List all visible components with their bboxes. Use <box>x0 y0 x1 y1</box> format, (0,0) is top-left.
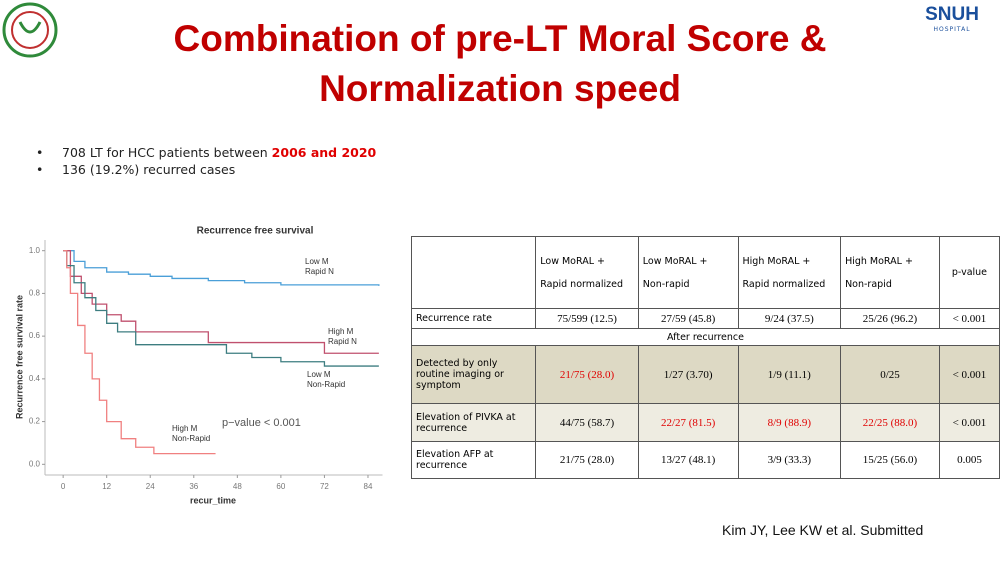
row-label: Recurrence rate <box>410 308 537 329</box>
value-cell: 3/9 (33.3) <box>737 441 842 479</box>
bullet: • 136 (19.2%) recurred cases <box>36 162 236 177</box>
chart: Recurrence free survival 0.0 0.2 0.4 0.6 0.8 1… <box>14 226 383 505</box>
survival-curve <box>63 250 216 455</box>
curve-label: Low M <box>307 370 331 379</box>
x-tick-label: 48 <box>233 482 242 491</box>
row-label: Elevation of PIVKA at recurrence <box>410 403 537 442</box>
value-cell: 1/9 (11.1) <box>737 345 842 404</box>
value-cell: 27/59 (45.8) <box>637 308 739 329</box>
section-cell: After recurrence <box>411 328 1000 346</box>
header-cell: p-value <box>938 236 1000 309</box>
value-cell: 22/25 (88.0) <box>840 403 940 442</box>
p-value-note: p−value < 0.001 <box>222 417 301 429</box>
header-cell: High MoRAL + Non-rapid <box>840 236 940 309</box>
value-cell: 21/75 (28.0) <box>535 441 639 479</box>
bullet-text: 136 (19.2%) recurred cases <box>62 162 236 177</box>
value-cell: 44/75 (58.7) <box>535 403 639 442</box>
curve-label: Non-Rapid <box>307 380 345 389</box>
header-text: High MoRAL + <box>742 255 811 267</box>
row-label: Detected by only routine imaging or symp… <box>410 345 537 404</box>
value-cell: 0.005 <box>938 441 1000 479</box>
value-cell: 21/75 (28.0) <box>535 345 639 404</box>
survival-curve <box>63 250 379 367</box>
table-row: After recurrence <box>411 328 1000 346</box>
chart-title: Recurrence free survival <box>197 226 314 237</box>
value-cell: 9/24 (37.5) <box>737 308 842 329</box>
header-text: High MoRAL + <box>845 255 913 267</box>
table-row: Elevation of PIVKA at recurrence 44/75 (5… <box>410 403 1000 442</box>
curve-label: High M <box>328 327 354 336</box>
curve-label: Rapid N <box>328 337 357 346</box>
logo-name: SNUH <box>925 4 979 25</box>
header-text: Non-rapid <box>642 278 690 290</box>
curve-label: Rapid N <box>305 267 334 276</box>
header-text: Rapid normalized <box>540 278 623 290</box>
title-line: Normalization speed <box>319 68 681 109</box>
header-text: Rapid normalized <box>742 278 826 290</box>
y-tick-label: 0.6 <box>29 331 41 340</box>
value-cell: 22/27 (81.5) <box>637 403 739 442</box>
header-cell: Low MoRAL + Rapid normalized <box>535 236 639 309</box>
header-row: Low MoRAL + Rapid normalized Low MoRAL + No… <box>410 236 1000 309</box>
value-cell: 15/25 (56.0) <box>840 441 940 479</box>
x-axis-label: recur_time <box>190 495 236 505</box>
right-logo: SNUH HOSPITAL <box>912 4 992 33</box>
curve-label: Non-Rapid <box>172 434 210 443</box>
x-tick-label: 84 <box>364 482 373 491</box>
header-cell <box>410 236 537 309</box>
value-cell: 0/25 <box>840 345 940 404</box>
value-cell: 1/27 (3.70) <box>637 345 739 404</box>
value-cell: < 0.001 <box>938 403 1000 442</box>
bullet: • 708 LT for HCC patients between 2006 an… <box>36 145 377 160</box>
y-tick-label: 0.0 <box>29 459 41 468</box>
value-cell: 13/27 (48.1) <box>637 441 739 479</box>
value-cell: 25/26 (96.2) <box>840 308 940 329</box>
x-tick-label: 12 <box>102 482 111 491</box>
x-tick-label: 24 <box>146 482 155 491</box>
x-tick-label: 0 <box>61 482 66 491</box>
header-text: p-value <box>951 267 988 278</box>
y-tick-label: 0.2 <box>29 417 41 426</box>
header-text: Low MoRAL + <box>540 255 605 267</box>
curve-label: Low M <box>305 257 329 266</box>
bullet-highlight: 2006 and 2020 <box>271 145 377 160</box>
logo-sub: HOSPITAL <box>933 26 971 33</box>
value-cell: < 0.001 <box>938 308 1000 329</box>
table-row: Elevation AFP at recurrence 21/75 (28.0) 1… <box>410 441 1000 479</box>
header-cell: High MoRAL + Rapid normalized <box>737 236 842 309</box>
curve-label: High M <box>172 424 198 433</box>
table-row: Recurrence rate 75/599 (12.5) 27/59 (45.8)… <box>410 308 1000 329</box>
survival-curve <box>63 250 380 286</box>
row-label: Elevation AFP at recurrence <box>410 441 537 479</box>
y-tick-label: 0.4 <box>29 374 41 383</box>
x-tick-label: 72 <box>320 482 329 491</box>
table: Low MoRAL + Rapid normalized Low MoRAL + No… <box>410 236 1000 479</box>
title-line: Combination of pre-LT Moral Score & <box>173 18 827 59</box>
header-text: Non-rapid <box>845 278 892 290</box>
header-cell: Low MoRAL + Non-rapid <box>637 236 739 309</box>
value-cell: < 0.001 <box>938 345 1000 404</box>
y-axis-label: Recurrence free survival rate <box>14 295 24 419</box>
y-tick-label: 0.8 <box>29 289 41 298</box>
y-tick-label: 1.0 <box>29 246 41 255</box>
header-text: Low MoRAL + <box>642 255 708 267</box>
table-row: Detected by only routine imaging or symp… <box>410 345 1000 404</box>
value-cell: 75/599 (12.5) <box>535 308 639 329</box>
x-tick-label: 36 <box>189 482 198 491</box>
survival-curve <box>63 250 379 354</box>
citation: Kim JY, Lee KW et al. Submitted <box>722 522 924 538</box>
bullet-text: 708 LT for HCC patients between <box>62 145 272 160</box>
value-cell: 8/9 (88.9) <box>737 403 842 442</box>
x-tick-label: 60 <box>276 482 285 491</box>
left-logo <box>2 2 58 58</box>
